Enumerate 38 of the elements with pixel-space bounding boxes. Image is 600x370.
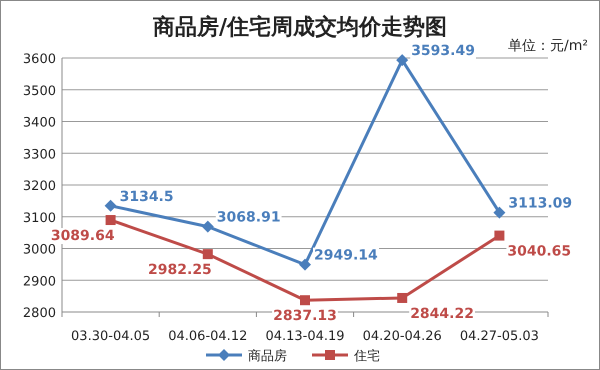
data-label: 2844.22: [410, 306, 474, 322]
data-label: 3040.65: [507, 244, 572, 260]
x-tick-label: 04.20-04.26: [362, 329, 442, 344]
y-tick-label: 3500: [22, 84, 56, 99]
y-tick-label: 2800: [22, 306, 56, 321]
data-label: 3113.09: [508, 196, 572, 212]
y-tick-label: 3100: [22, 210, 56, 226]
legend-label: 住宅: [353, 348, 380, 364]
data-label: 2949.14: [314, 248, 378, 264]
y-tick-label: 3600: [22, 52, 56, 67]
point: [396, 54, 408, 66]
y-tick-label: 3000: [22, 242, 56, 258]
point: [300, 295, 310, 306]
point: [202, 249, 213, 260]
x-tick-label: 03.30-04.05: [71, 329, 150, 344]
y-tick-label: 3400: [22, 116, 56, 130]
point: [106, 215, 116, 226]
x-tick-label: 04.13-04.19: [265, 329, 345, 344]
text: 单位：元/m²: [508, 38, 588, 54]
legend-label: 商品房: [248, 348, 287, 364]
y-tick-label: 2900: [22, 274, 56, 290]
data-label: 3068.91: [216, 210, 281, 226]
data-label: 3089.64: [50, 228, 115, 244]
x-tick-label: 04.06-04.12: [168, 329, 248, 344]
point: [493, 206, 506, 219]
data-label: 3593.49: [411, 43, 475, 60]
data-label: 2837.13: [273, 308, 337, 324]
chart-title: 商品房/住宅周成交均价走势图: [152, 14, 448, 40]
point: [202, 220, 214, 233]
data-label: 2982.25: [148, 262, 212, 278]
y-tick-label: 3300: [22, 147, 56, 162]
y-tick-label: 3200: [22, 179, 56, 194]
point: [104, 200, 117, 212]
data-label: 3134.5: [120, 188, 174, 205]
point: [494, 230, 504, 241]
x-tick-label: 04.27-05.03: [460, 329, 539, 344]
point: [397, 292, 408, 303]
point: [299, 258, 311, 271]
